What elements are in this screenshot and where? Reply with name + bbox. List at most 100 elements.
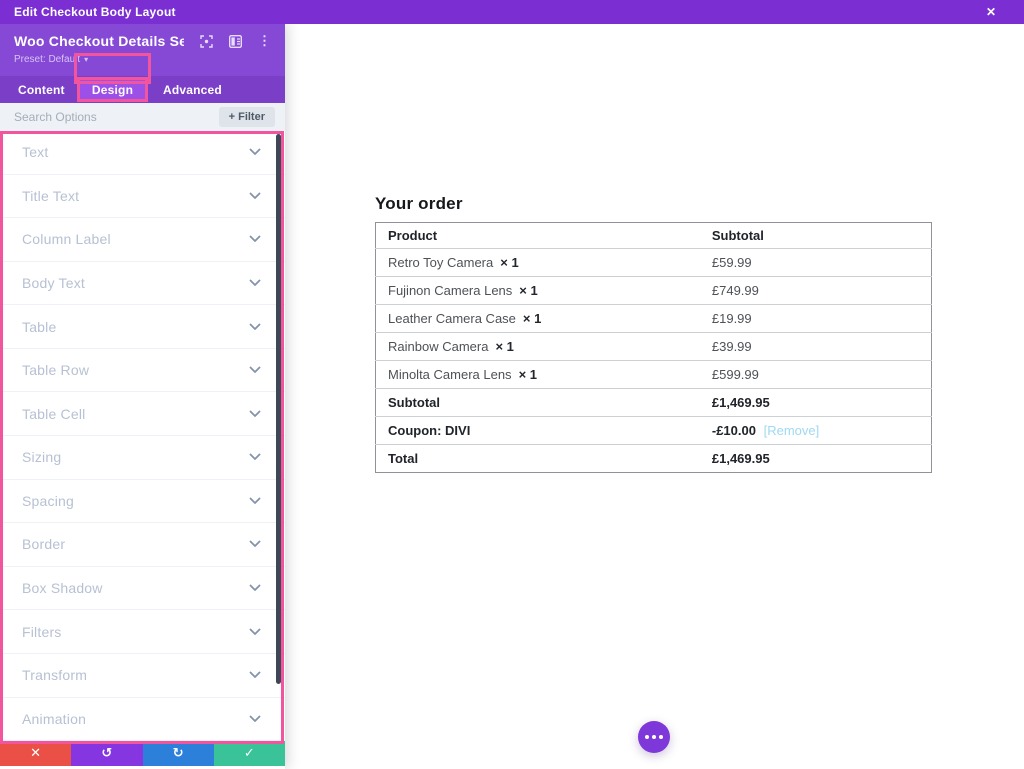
product-cell: Fujinon Camera Lens × 1	[375, 276, 700, 305]
chevron-down-icon	[249, 715, 261, 723]
option-accordion-row[interactable]: Body Text	[0, 261, 285, 306]
option-label: Title Text	[22, 187, 80, 204]
option-accordion-row[interactable]: Table	[0, 305, 285, 349]
option-label: Table Cell	[22, 405, 86, 422]
close-icon[interactable]: ✕	[985, 5, 996, 19]
chevron-down-icon	[249, 497, 261, 505]
subtotal-cell: £39.99	[699, 332, 932, 361]
product-quantity: × 1	[522, 311, 542, 326]
remove-coupon-link[interactable]: [Remove]	[763, 423, 820, 438]
settings-tabbar: Content Design Advanced	[0, 76, 285, 103]
tab-design[interactable]: Design	[77, 77, 148, 102]
option-label: Table Row	[22, 362, 90, 379]
summary-label: Coupon: DIVI	[375, 416, 700, 445]
option-accordion-row[interactable]: Border	[0, 523, 285, 567]
undo-button[interactable]: ↺	[71, 741, 143, 766]
option-label: Box Shadow	[22, 580, 103, 597]
app-top-bar: Edit Checkout Body Layout ✕	[0, 0, 1024, 24]
order-summary-row: Total £1,469.95	[375, 444, 932, 473]
chevron-down-icon	[249, 148, 261, 156]
option-accordion-row[interactable]: Animation	[0, 697, 285, 741]
order-table: Product Subtotal Retro Toy Camera × 1 £59…	[375, 222, 932, 473]
discard-button[interactable]: ✕	[0, 741, 72, 766]
subtotal-cell: £599.99	[699, 360, 932, 389]
summary-value: £1,469.95	[711, 451, 770, 466]
option-label: Filters	[22, 623, 62, 640]
product-cell: Retro Toy Camera × 1	[375, 248, 700, 277]
summary-value-cell: £1,469.95	[699, 444, 932, 473]
kebab-menu-icon[interactable]: ⋮	[258, 33, 271, 48]
option-label: Border	[22, 536, 66, 553]
design-options-list: Text Title Text Column Label	[0, 131, 285, 741]
filter-button[interactable]: + Filter	[218, 107, 275, 127]
summary-value: -£10.00	[711, 423, 756, 438]
product-cell: Rainbow Camera × 1	[375, 332, 700, 361]
table-header-row: Product Subtotal	[376, 223, 932, 249]
order-item-row: Leather Camera Case × 1 £19.99	[375, 304, 932, 333]
product-name: Leather Camera Case	[388, 311, 516, 326]
option-label: Animation	[22, 710, 87, 727]
summary-label: Total	[375, 444, 700, 473]
option-accordion-row[interactable]: Spacing	[0, 479, 285, 524]
option-accordion-row[interactable]: Transform	[0, 653, 285, 698]
dot-icon	[652, 735, 656, 739]
redo-button[interactable]: ↻	[142, 741, 214, 766]
panel-title: Woo Checkout Details Setti...	[14, 33, 184, 49]
subtotal-cell: £19.99	[699, 304, 932, 333]
chevron-down-icon	[249, 671, 261, 679]
product-name: Rainbow Camera	[388, 339, 489, 354]
ellipsis-fab-button[interactable]	[638, 721, 670, 753]
option-accordion-row[interactable]: Filters	[0, 610, 285, 654]
preview-canvas: Your order Product Subtotal Retro Toy Ca…	[285, 24, 1024, 769]
tab-content[interactable]: Content	[18, 82, 65, 97]
caret-down-icon: ▾	[84, 55, 89, 64]
option-accordion-row[interactable]: Table Row	[0, 348, 285, 393]
order-item-row: Fujinon Camera Lens × 1 £749.99	[375, 276, 932, 305]
product-quantity: × 1	[519, 283, 538, 298]
dot-icon	[659, 735, 663, 739]
chevron-down-icon	[249, 410, 261, 418]
panel-footer: ✕ ↺ ↻ ✓	[0, 741, 285, 766]
search-options-bar: + Filter	[0, 103, 285, 131]
product-quantity: × 1	[495, 339, 514, 354]
order-item-row: Rainbow Camera × 1 £39.99	[375, 332, 932, 361]
chevron-down-icon	[249, 540, 261, 548]
save-button[interactable]: ✓	[213, 741, 285, 766]
chevron-down-icon	[249, 584, 261, 592]
focus-icon[interactable]	[200, 34, 213, 48]
app-bar-title: Edit Checkout Body Layout	[14, 5, 176, 19]
search-options-input[interactable]	[14, 110, 219, 124]
option-accordion-row[interactable]: Sizing	[0, 436, 285, 480]
product-name: Retro Toy Camera	[388, 255, 494, 270]
column-header-subtotal: Subtotal	[711, 228, 764, 243]
module-settings-panel: Woo Checkout Details Setti... ⋮	[0, 24, 285, 769]
chevron-down-icon	[249, 366, 261, 374]
option-accordion-row[interactable]: Table Cell	[0, 392, 285, 437]
option-accordion-row[interactable]: Title Text	[0, 174, 285, 219]
option-accordion-row[interactable]: Column Label	[0, 218, 285, 262]
option-label: Spacing	[22, 492, 74, 509]
preset-selector[interactable]: Preset: Default ▾	[14, 54, 88, 65]
order-title: Your order	[375, 194, 463, 213]
option-label: Body Text	[22, 275, 86, 292]
option-accordion-row[interactable]: Text	[0, 131, 285, 175]
summary-value-cell: £1,469.95	[699, 388, 932, 417]
product-name: Fujinon Camera Lens	[388, 283, 513, 298]
option-label: Text	[22, 144, 49, 161]
chevron-down-icon	[249, 192, 261, 200]
order-item-row: Minolta Camera Lens × 1 £599.99	[375, 360, 932, 389]
summary-value-cell: -£10.00 [Remove]	[699, 416, 932, 445]
panel-scrollbar[interactable]	[276, 134, 281, 684]
tab-advanced[interactable]: Advanced	[163, 82, 222, 97]
chevron-down-icon	[249, 235, 261, 243]
product-cell: Leather Camera Case × 1	[375, 304, 700, 333]
preset-label: Preset: Default	[14, 54, 81, 65]
panel-position-icon[interactable]	[229, 34, 242, 48]
order-summary-row: Coupon: DIVI -£10.00 [Remove]	[375, 416, 932, 445]
option-accordion-row[interactable]: Box Shadow	[0, 566, 285, 611]
order-summary-row: Subtotal £1,469.95	[375, 388, 932, 417]
order-item-row: Retro Toy Camera × 1 £59.99	[375, 248, 932, 277]
column-header-product: Product	[388, 228, 438, 243]
product-name: Minolta Camera Lens	[388, 367, 512, 382]
subtotal-cell: £59.99	[699, 248, 932, 277]
